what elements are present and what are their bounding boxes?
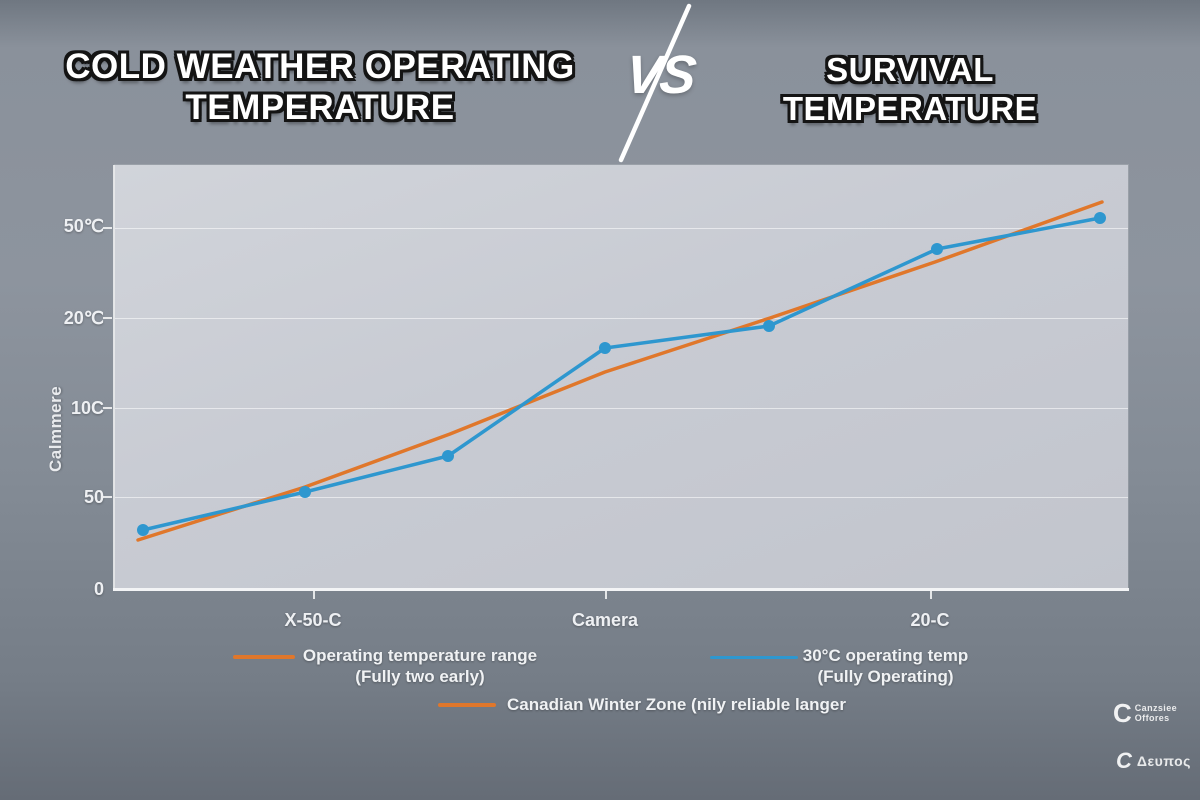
legend-item2-line2: (Fully Operating) <box>817 667 954 686</box>
x-tick-label: 20-C <box>910 610 950 630</box>
y-axis-title: Calmmere <box>46 385 65 472</box>
legend-swatch-blue <box>710 656 798 659</box>
x-tick-label: Camera <box>571 610 639 630</box>
legend-item1-line2: (Fully two early) <box>355 667 485 686</box>
legend-swatch-orange <box>233 655 295 659</box>
y-tick-label: 0 <box>93 579 104 599</box>
logo1-text-line1: Canzsiee <box>1134 703 1178 713</box>
logo1-text: Canzsiee Offores <box>1135 703 1177 723</box>
vs-divider: VS <box>600 0 720 170</box>
y-tick-label: 50℃ <box>63 216 104 236</box>
watermark-logo-2: C Δευπος <box>1116 750 1191 772</box>
y-axis-line <box>113 165 115 591</box>
y-tick-mark <box>103 407 112 409</box>
left-title-line1: COLD WEATHER OPERATING <box>65 47 575 86</box>
gridline <box>115 497 1128 498</box>
y-tick-label: 20℃ <box>63 308 104 328</box>
right-title-line1: SURVIVAL <box>826 51 994 88</box>
legend-item1-line1: Operating temperature range <box>302 646 538 665</box>
legend-swatch-orange2 <box>438 703 496 707</box>
y-tick-label: 10C <box>70 398 104 418</box>
x-tick-mark <box>930 591 932 599</box>
logo2-text: Δευπος <box>1136 753 1191 769</box>
right-title-line2: TEMPERATURE <box>782 90 1038 127</box>
legend-item2-line1: 30°C operating temp <box>802 646 969 665</box>
left-title-line2: TEMPERATURE <box>185 88 455 127</box>
left-chart-title: COLD WEATHER OPERATING TEMPERATURE <box>60 46 580 128</box>
x-axis-line <box>113 588 1129 591</box>
x-tick-mark <box>605 591 607 599</box>
x-tick-mark <box>313 591 315 599</box>
y-tick-label: 50 <box>83 487 104 507</box>
y-tick-mark <box>103 496 112 498</box>
slash-divider-icon <box>618 3 692 163</box>
legend-item-winter-zone: Canadian Winter Zone (nily reliable lang… <box>507 695 846 714</box>
right-chart-title: SURVIVAL TEMPERATURE <box>755 50 1065 128</box>
plot-area <box>115 165 1128 589</box>
logo1-c-icon: C <box>1113 698 1132 728</box>
gridline <box>115 408 1128 409</box>
legend-item-operating-range: Operating temperature range (Fully two e… <box>298 645 542 687</box>
y-tick-mark <box>103 317 112 319</box>
logo1-text-line2: Offores <box>1134 713 1170 723</box>
gridline <box>115 318 1128 319</box>
y-tick-mark <box>103 227 112 229</box>
logo2-c-icon: C <box>1116 748 1132 773</box>
legend-item-operating-temp: 30°C operating temp (Fully Operating) <box>788 645 983 687</box>
watermark-logo-1: C Canzsiee Offores <box>1113 700 1177 726</box>
gridline <box>115 228 1128 229</box>
x-tick-label: X-50-C <box>284 610 342 630</box>
